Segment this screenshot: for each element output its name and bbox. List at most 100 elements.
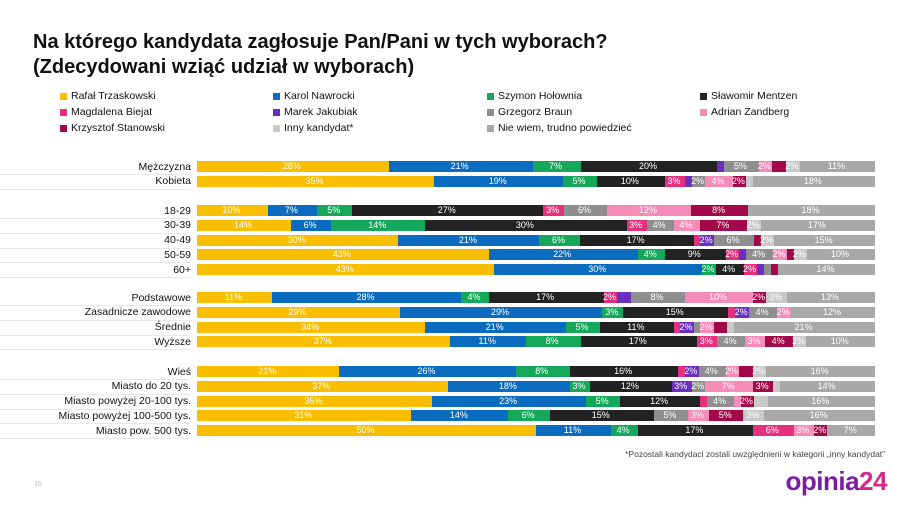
segment-label: 3% — [629, 219, 643, 230]
bar-segment: 5% — [724, 161, 759, 172]
stacked-bar: 35% 23% 5% 12% 4% 2% 16% — [197, 395, 875, 407]
bar-segment: 2% — [732, 175, 747, 187]
bar-segment: 13% — [786, 292, 875, 303]
segment-label: 3% — [572, 380, 586, 391]
bar-segment: 4% — [717, 336, 745, 348]
legend-swatch — [700, 108, 707, 116]
segment-label: 4% — [752, 249, 766, 260]
gridline — [0, 277, 190, 279]
segment-label: 15% — [665, 306, 684, 317]
bar-segment — [717, 161, 725, 172]
bar-segment: 2% — [773, 249, 787, 261]
row-label: Średnie — [154, 321, 191, 334]
gridline — [0, 379, 190, 380]
bar-segment — [617, 292, 631, 303]
bar-segment: 18% — [752, 175, 875, 187]
bar-segment: 4% — [765, 336, 793, 348]
segment-label: 11% — [627, 321, 645, 332]
stacked-bar: 43% 22% 4% 9% 2% 4% 2% 2% 10% — [197, 249, 875, 261]
bar-segment: 3% — [671, 380, 692, 392]
segment-label: 3% — [796, 425, 810, 436]
legend-swatch — [487, 124, 494, 132]
segment-label: 2% — [603, 292, 617, 302]
segment-label: 22% — [553, 249, 572, 260]
row-label: Wyższe — [154, 335, 191, 348]
segment-label: 3% — [546, 205, 560, 215]
segment-label: 3% — [605, 306, 619, 317]
stacked-bar: 37% 18% 3% 12% 3% 2% 7% 3% 14% — [197, 380, 875, 392]
segment-label: 16% — [614, 366, 633, 376]
segment-label: 17% — [807, 219, 826, 230]
bar-segment: 2% — [684, 366, 699, 377]
row-label: 40-49 — [164, 234, 191, 247]
bar-segment: 14% — [331, 219, 426, 231]
segment-label: 5% — [595, 395, 609, 406]
gridline — [0, 218, 190, 219]
legend-swatch — [487, 92, 494, 100]
segment-label: 37% — [313, 336, 332, 347]
bar-segment: 17% — [637, 425, 753, 437]
bar-segment: 17% — [760, 219, 875, 231]
bar-segment — [739, 366, 753, 377]
title-line-2: (Zdecydowani wziąć udział w wyborach) — [33, 56, 415, 78]
bar-segment: 18% — [747, 205, 875, 216]
segment-label: 37% — [312, 380, 331, 391]
legend-item: Magdalena Biejat — [60, 106, 152, 118]
bar-segment: 4% — [673, 219, 701, 231]
legend-swatch — [60, 108, 67, 116]
bar-segment: 2% — [699, 321, 714, 333]
segment-label: 2% — [757, 161, 771, 171]
bar-segment: 5% — [586, 395, 620, 407]
stacked-bar: 14% 6% 14% 30% 3% 4% 4% 7% 2% 17% — [197, 219, 875, 231]
bar-segment: 3% — [793, 425, 814, 437]
segment-label: 11% — [563, 425, 582, 436]
segment-label: 5% — [572, 175, 586, 186]
stacked-bar: 50% 11% 4% 17% 6% 3% 2% 7% — [197, 425, 875, 437]
segment-label: 3% — [747, 336, 761, 347]
logo-text: opinia — [785, 466, 860, 496]
segment-label: 10% — [830, 249, 849, 260]
bar-segment — [786, 249, 794, 261]
bar-segment: 9% — [664, 249, 726, 261]
gridline — [0, 423, 190, 425]
segment-label: 21% — [485, 321, 504, 332]
bar-segment: 4% — [749, 306, 778, 318]
legend-label: Nie wiem, trudno powiedzieć — [498, 122, 632, 134]
legend-label: Inny kandydat* — [284, 122, 354, 134]
segment-label: 35% — [305, 175, 324, 186]
segment-label: 43% — [335, 264, 354, 275]
segment-label: 7% — [716, 219, 730, 230]
segment-label: 2% — [699, 321, 713, 332]
segment-label: 13% — [820, 292, 839, 302]
bar-segment: 10% — [685, 292, 753, 303]
bar-segment: 10% — [806, 336, 875, 348]
bar-segment: 35% — [197, 175, 435, 187]
segment-label: 2% — [746, 219, 760, 230]
footnote: *Pozostali kandydaci zostali uwzględnien… — [625, 449, 885, 459]
bar-segment: 6% — [752, 425, 794, 437]
bar-segment: 3% — [766, 292, 787, 303]
segment-label: 2% — [684, 366, 698, 376]
segment-label: 9% — [687, 249, 701, 260]
row-label: Mężczyzna — [138, 160, 191, 173]
legend-label: Sławomir Mentzen — [711, 90, 798, 102]
bar-segment — [754, 395, 768, 407]
bar-segment: 2% — [752, 292, 767, 303]
segment-label: 7% — [843, 425, 857, 436]
segment-label: 6% — [726, 234, 740, 245]
row-label: Podstawowe — [131, 291, 191, 304]
segment-label: 2% — [785, 161, 799, 171]
bar-segment: 21% — [733, 321, 875, 333]
legend-label: Marek Jakubiak — [284, 106, 358, 118]
segment-label: 2% — [792, 249, 806, 260]
segment-label: 10% — [830, 336, 849, 347]
legend-item: Nie wiem, trudno powiedzieć — [487, 122, 632, 134]
opinia24-logo: opinia24 — [785, 466, 888, 497]
bar-segment: 37% — [197, 336, 451, 348]
segment-label: 6% — [577, 205, 591, 215]
row-label: Miasto powyżej 100-500 tys. — [58, 409, 191, 422]
segment-label: 27% — [437, 205, 456, 215]
segment-label: 29% — [491, 306, 510, 317]
bar-segment: 8% — [525, 336, 581, 348]
bar-segment: 2% — [701, 264, 716, 276]
